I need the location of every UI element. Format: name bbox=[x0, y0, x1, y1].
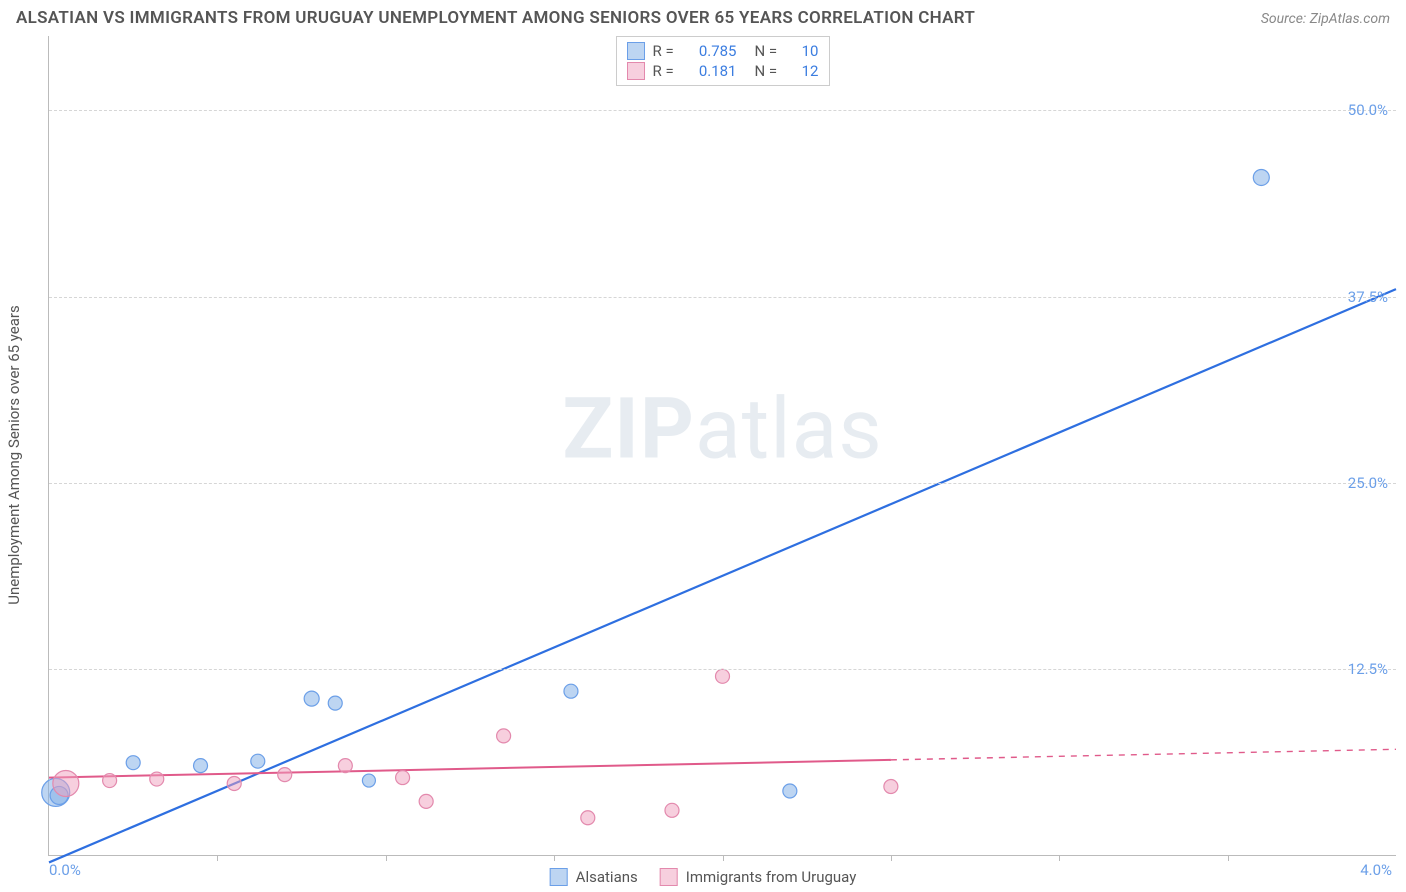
x-tick bbox=[386, 855, 387, 861]
legend-swatch bbox=[660, 868, 678, 886]
legend-bottom-item: Alsatians bbox=[550, 868, 638, 886]
x-tick-label: 4.0% bbox=[1360, 861, 1392, 879]
y-axis-label: Unemployment Among Seniors over 65 years bbox=[5, 305, 23, 604]
legend-n-label: N = bbox=[755, 42, 783, 60]
legend-swatch bbox=[627, 62, 645, 80]
chart-title: ALSATIAN VS IMMIGRANTS FROM URUGUAY UNEM… bbox=[16, 8, 975, 28]
y-tick-label: 37.5% bbox=[1348, 288, 1388, 306]
legend-n-value: 10 bbox=[791, 42, 819, 60]
x-tick bbox=[723, 855, 724, 861]
legend-series-label: Immigrants from Uruguay bbox=[686, 868, 857, 886]
legend-top-row: R = 0.181 N = 12 bbox=[627, 61, 819, 81]
source-label: Source: ZipAtlas.com bbox=[1261, 11, 1390, 27]
y-tick-label: 25.0% bbox=[1348, 474, 1388, 492]
legend-r-label: R = bbox=[653, 62, 681, 80]
y-tick-label: 50.0% bbox=[1348, 101, 1388, 119]
legend-swatch bbox=[550, 868, 568, 886]
x-tick bbox=[1228, 855, 1229, 861]
plot-svg bbox=[49, 36, 1396, 855]
legend-top-row: R = 0.785 N = 10 bbox=[627, 41, 819, 61]
gridline bbox=[49, 110, 1396, 111]
legend-r-label: R = bbox=[653, 42, 681, 60]
legend-r-value: 0.785 bbox=[689, 42, 737, 60]
gridline bbox=[49, 483, 1396, 484]
legend-r-value: 0.181 bbox=[689, 62, 737, 80]
legend-bottom: Alsatians Immigrants from Uruguay bbox=[550, 868, 857, 886]
legend-series-label: Alsatians bbox=[576, 868, 638, 886]
chart-area: ZIPatlas R =0.785N =10R =0.181N =12 12.5… bbox=[48, 36, 1396, 856]
x-tick bbox=[891, 855, 892, 861]
y-tick-label: 12.5% bbox=[1348, 660, 1388, 678]
legend-n-value: 12 bbox=[791, 62, 819, 80]
legend-bottom-item: Immigrants from Uruguay bbox=[660, 868, 857, 886]
legend-swatch bbox=[627, 42, 645, 60]
legend-top: R = 0.785 N = 10 R = 0.181 N = 12 bbox=[616, 36, 830, 86]
gridline bbox=[49, 297, 1396, 298]
gridline bbox=[49, 669, 1396, 670]
legend-n-label: N = bbox=[755, 62, 783, 80]
title-bar: ALSATIAN VS IMMIGRANTS FROM URUGUAY UNEM… bbox=[0, 0, 1406, 32]
x-tick bbox=[554, 855, 555, 861]
x-tick-label: 0.0% bbox=[49, 861, 81, 879]
x-tick bbox=[217, 855, 218, 861]
x-tick bbox=[1059, 855, 1060, 861]
